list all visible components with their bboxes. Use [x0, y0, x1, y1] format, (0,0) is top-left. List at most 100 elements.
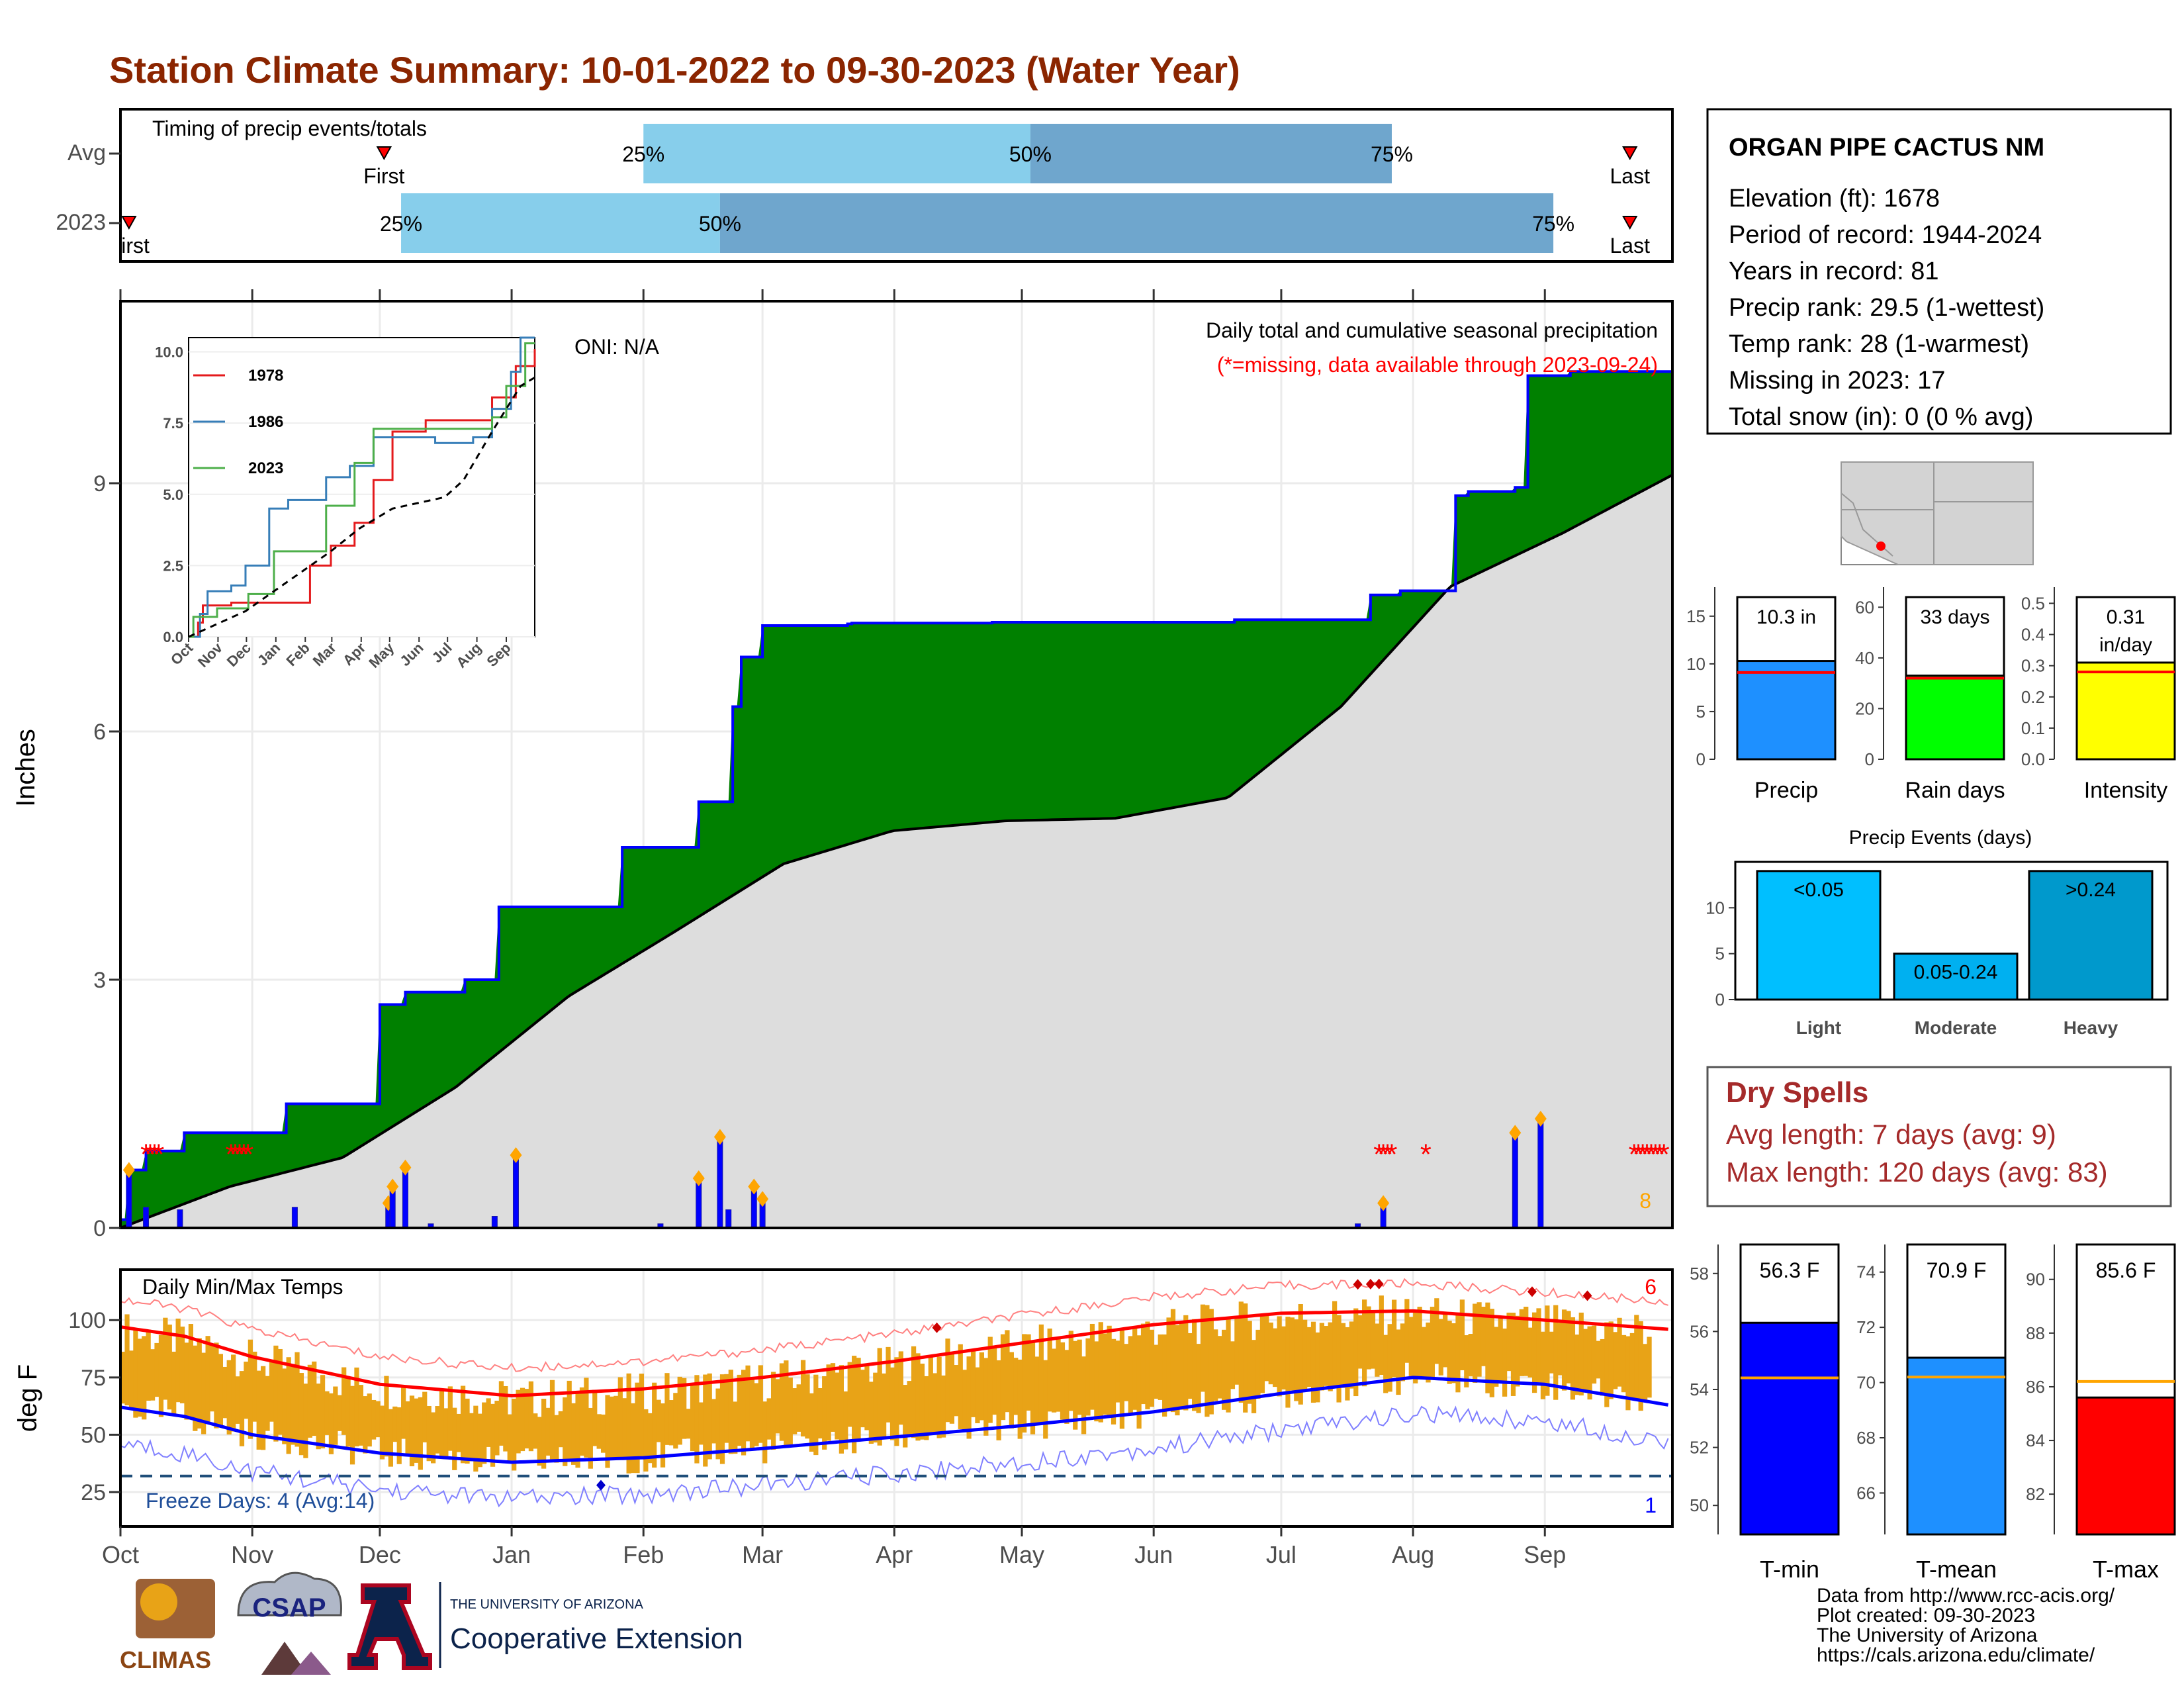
heavy-event-marker: [122, 1162, 135, 1178]
daily-temp-bar: [614, 1395, 619, 1460]
daily-temp-bar: [1443, 1312, 1448, 1368]
daily-temp-bar: [1162, 1334, 1167, 1417]
daily-temp-bar: [171, 1351, 177, 1415]
daily-temp-bar: [142, 1336, 147, 1420]
timing-first-label: First: [109, 234, 150, 258]
temp-summary-bar-T-max: [2075, 1396, 2176, 1536]
summary-bar-Intensity: [2075, 661, 2176, 761]
record-low-count: 1: [1645, 1493, 1657, 1517]
event-bar-Light: [1756, 870, 1882, 1001]
record-high-marker: [932, 1322, 942, 1333]
heavy-event-marker: [713, 1129, 726, 1145]
daily-temp-bar: [673, 1393, 678, 1449]
events-ytick-label: 0: [1715, 990, 1725, 1009]
daily-temp-bar: [414, 1398, 419, 1463]
daily-temp-bar: [482, 1402, 487, 1464]
daily-temp-bar: [1540, 1331, 1546, 1399]
daily-temp-bar: [1574, 1335, 1580, 1395]
daily-temp-bar: [1243, 1303, 1248, 1413]
daily-temp-bar: [1370, 1313, 1376, 1369]
missing-day-marker: *: [1629, 1138, 1640, 1170]
daily-temp-bar: [945, 1338, 950, 1423]
daily-temp-bar: [911, 1346, 917, 1438]
record-high-marker: [1365, 1278, 1375, 1289]
temp-summary-ytick-label: 74: [1856, 1262, 1876, 1282]
daily-temp-bar: [554, 1415, 559, 1463]
average-cumulative-line: [120, 473, 1673, 1229]
temp-label: Daily Min/Max Temps: [142, 1275, 343, 1299]
daily-temp-bar: [401, 1386, 406, 1439]
event-axis-label: Light: [1796, 1017, 1841, 1038]
daily-temp-bar: [1128, 1336, 1133, 1415]
station-line-years: Years in record: 81: [1729, 258, 1939, 285]
daily-temp-bar: [677, 1376, 682, 1445]
inset-legend-label: 1978: [248, 367, 283, 385]
record-high-marker: [1353, 1279, 1363, 1290]
daily-temp-bar: [826, 1364, 831, 1441]
daily-temp-bar: [1536, 1308, 1541, 1383]
daily-temp-bar: [703, 1374, 708, 1467]
daily-temp-bar: [1175, 1325, 1180, 1416]
missing-day-marker: *: [153, 1138, 164, 1170]
timing-q50-q75-bar: [1030, 124, 1392, 183]
daily-temp-bar: [167, 1324, 172, 1410]
timing-last-label: Last: [1610, 164, 1651, 188]
daily-temp-bar: [1264, 1313, 1269, 1382]
daily-temp-bar: [295, 1352, 300, 1447]
timing-q50-q75-bar: [719, 193, 1554, 253]
heavy-event-marker: [748, 1178, 760, 1195]
daily-temp-bar: [1060, 1342, 1066, 1420]
precip-ytick-label: 9: [93, 471, 106, 496]
daily-temp-bar: [341, 1367, 347, 1435]
summary-ytick-label: 0: [1696, 749, 1706, 769]
daily-temp-bar: [1170, 1309, 1176, 1413]
event-value-label: 0.05-0.24: [1914, 962, 1998, 984]
daily-temp-bar: [1043, 1360, 1048, 1439]
timing-panel: Timing of precip events/totals 25% 50% 75%…: [56, 108, 1674, 263]
month-label: Apr: [876, 1541, 913, 1568]
daily-temp-bar: [936, 1356, 942, 1438]
daily-temp-bar: [175, 1318, 181, 1403]
inset-legend-label: 1986: [248, 413, 283, 431]
daily-temp-bar: [588, 1407, 593, 1469]
daily-temp-bar: [150, 1349, 156, 1401]
summary-ytick-label: 20: [1855, 698, 1874, 718]
summary-ytick-label: 40: [1855, 648, 1874, 668]
missing-day-marker: *: [242, 1138, 253, 1170]
event-axis-label: Moderate: [1915, 1017, 1997, 1038]
daily-precip-bar: [491, 1216, 498, 1229]
month-label: Aug: [1392, 1541, 1434, 1568]
timing-row-2023: 2023: [56, 210, 106, 235]
inset-series-1986-line: [189, 336, 535, 638]
inset-ytick-label: 0.0: [163, 629, 183, 645]
daily-temp-bar: [1217, 1336, 1222, 1399]
timing-q25-label: 25%: [380, 212, 422, 236]
month-label: Dec: [359, 1541, 401, 1568]
summary-axis-label: Intensity: [2084, 778, 2168, 803]
daily-temp-bar: [286, 1357, 291, 1454]
daily-temp-bar: [924, 1376, 929, 1440]
dry-spells-box: Dry Spells Avg length: 7 days (avg: 9) M…: [1706, 1066, 2172, 1207]
record-low-line: [120, 1405, 1669, 1508]
daily-temp-bar: [567, 1380, 572, 1462]
daily-temp-bar: [269, 1361, 275, 1422]
daily-temp-bar: [1306, 1327, 1312, 1387]
daily-temp-bar: [1426, 1322, 1431, 1383]
temp-summary-ytick-label: 88: [2026, 1323, 2045, 1343]
daily-temp-bar: [154, 1342, 159, 1397]
daily-temp-bar: [1259, 1314, 1265, 1393]
daily-temp-bar: [1089, 1323, 1095, 1410]
daily-temp-bar: [1038, 1324, 1044, 1423]
daily-temp-bar: [469, 1413, 475, 1462]
daily-temp-bar: [873, 1372, 878, 1443]
daily-temp-bar: [1524, 1307, 1529, 1376]
daily-temp-bar: [1468, 1334, 1473, 1377]
missing-day-marker: *: [1386, 1138, 1397, 1170]
daily-temp-bar: [456, 1413, 461, 1452]
precip-missing-note: (*=missing, data available through 2023-…: [1217, 353, 1658, 377]
daily-temp-bar: [1336, 1315, 1342, 1403]
daily-temp-bar: [1379, 1295, 1384, 1376]
daily-temp-bar: [852, 1356, 857, 1454]
daily-temp-bar: [384, 1376, 389, 1457]
station-info-box: ORGAN PIPE CACTUS NM Elevation (ft): 167…: [1706, 108, 2172, 435]
